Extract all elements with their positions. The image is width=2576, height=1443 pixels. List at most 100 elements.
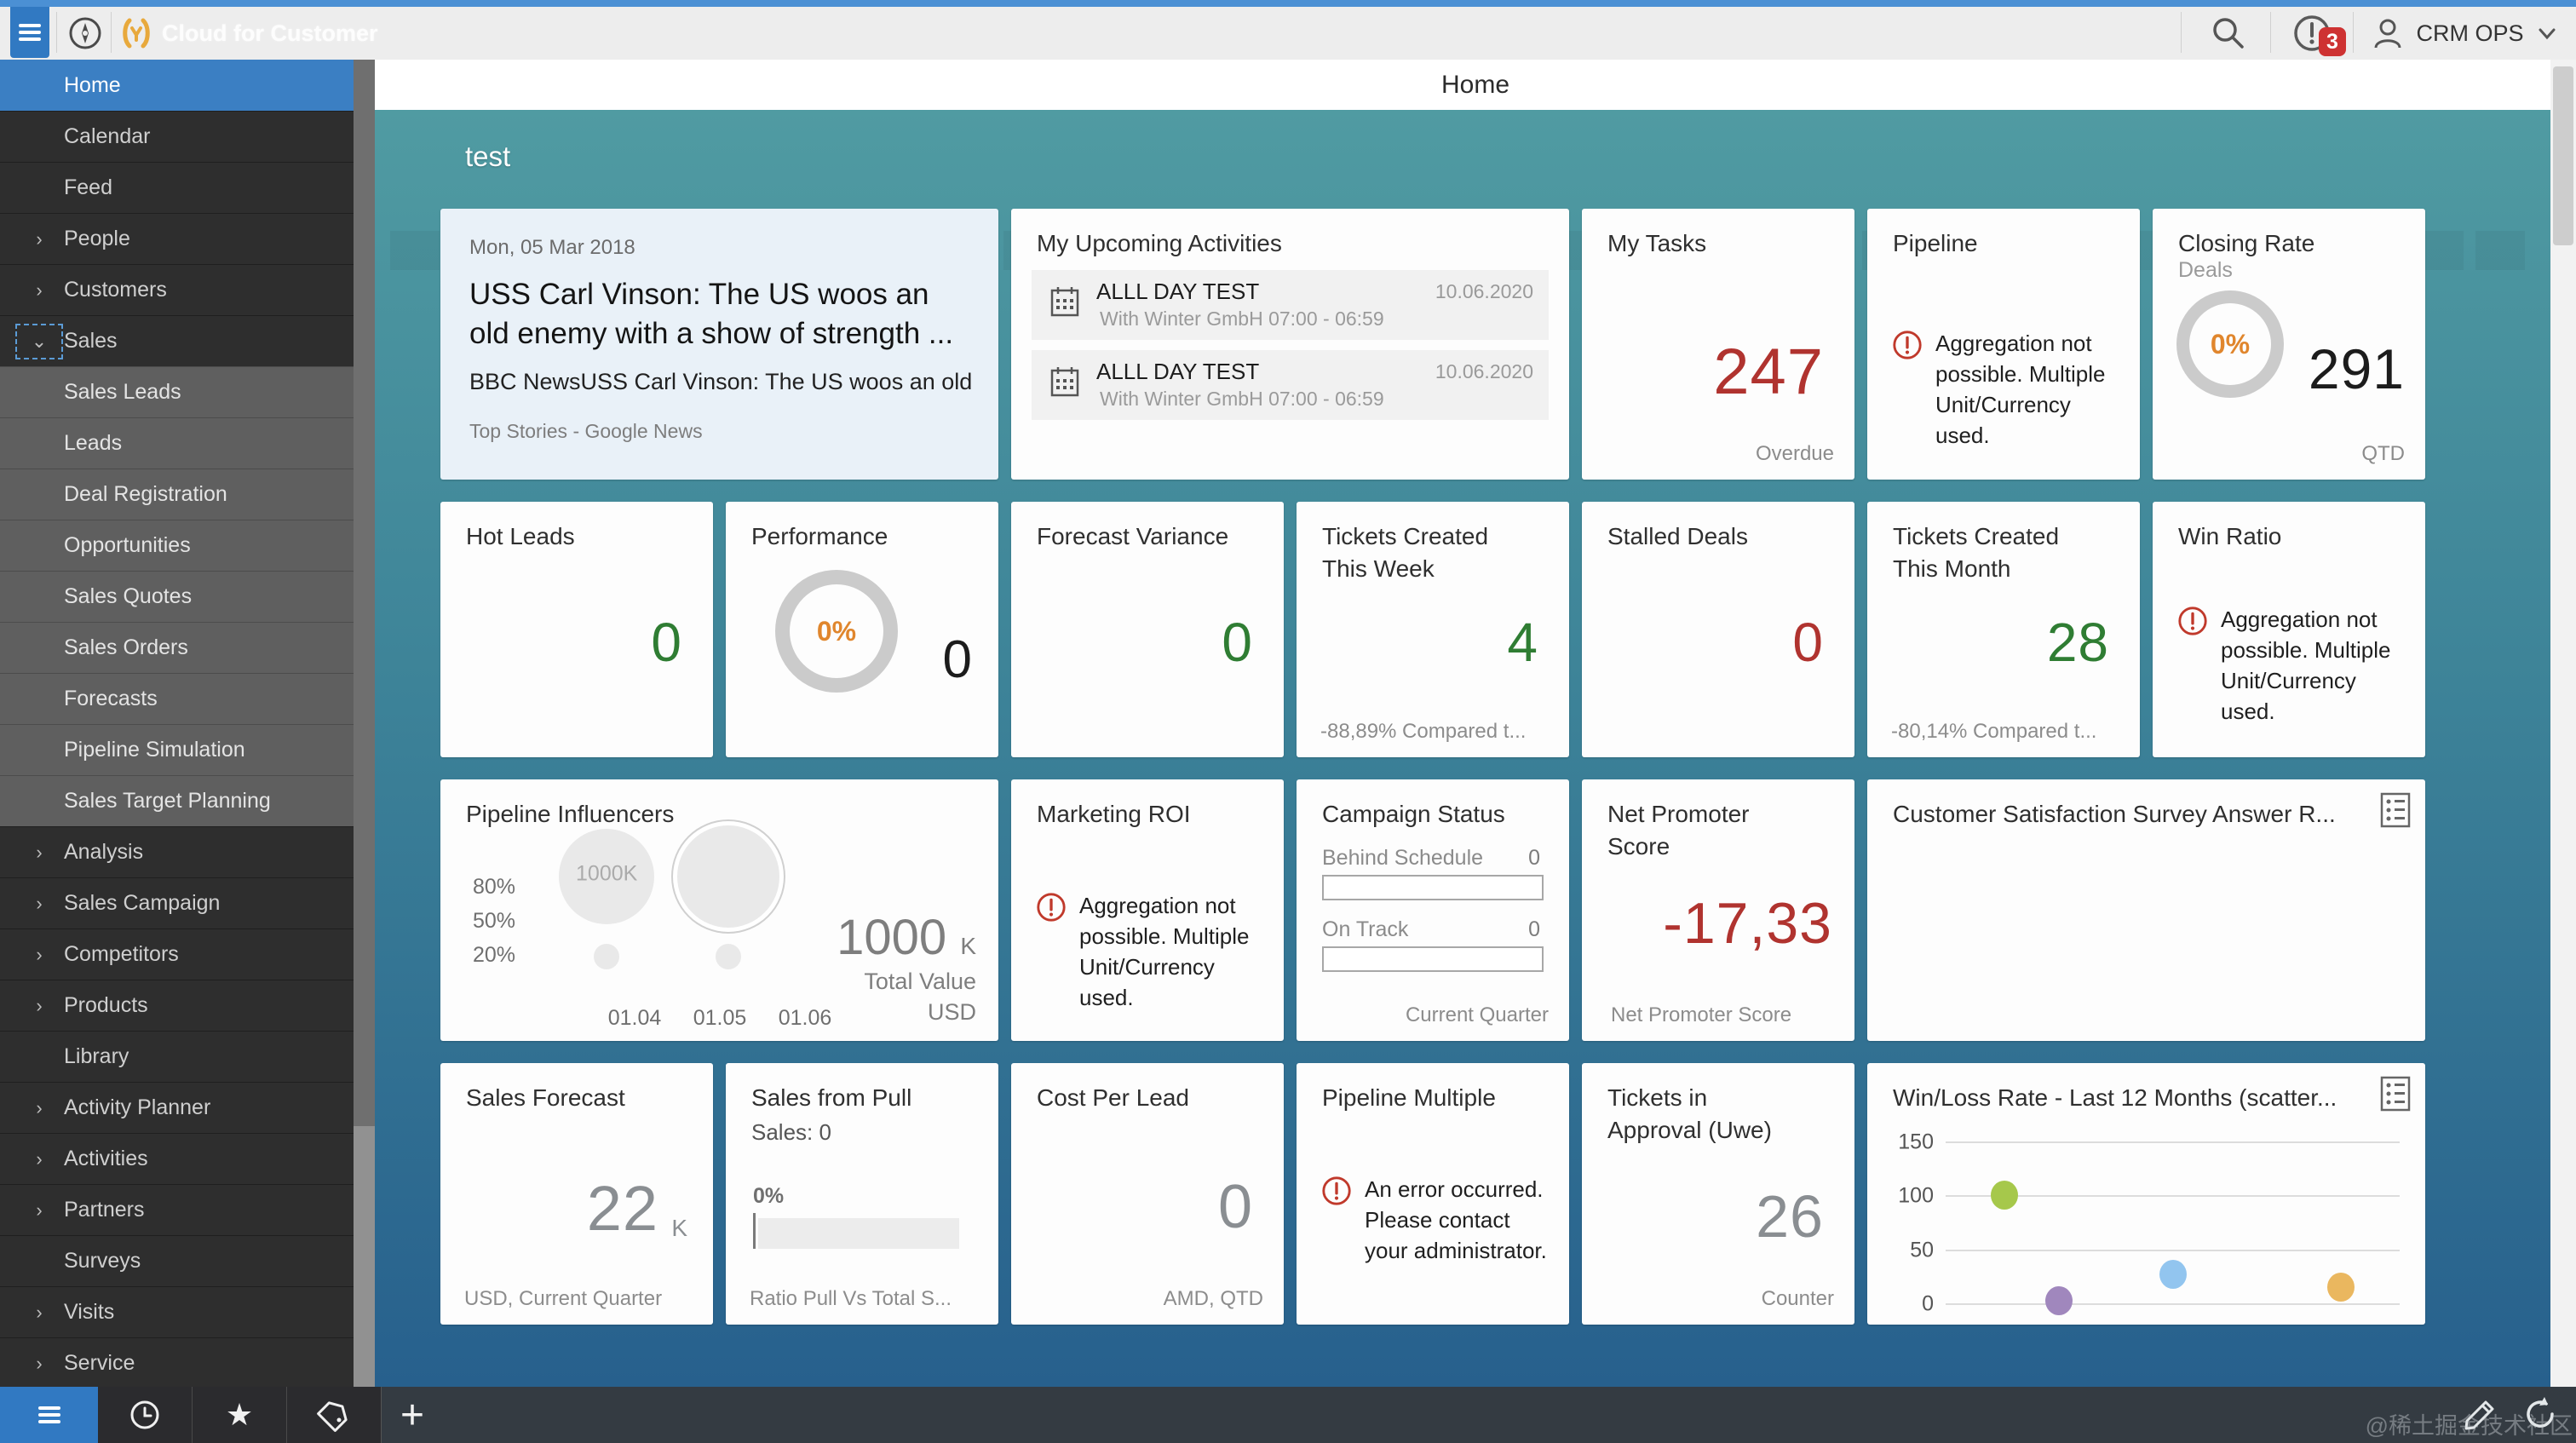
tile-title: My Upcoming Activities xyxy=(1037,230,1282,256)
scatter-point[interactable] xyxy=(1991,1181,2019,1210)
edit-button[interactable] xyxy=(2460,1395,2499,1439)
tile-marketing-roi[interactable]: Marketing ROI Aggregation not possible. … xyxy=(1011,779,1284,1041)
activity-list-item[interactable]: ALLL DAY TEST With Winter GmbH 07:00 - 06… xyxy=(1032,350,1549,420)
sidebar-item-service[interactable]: › Service xyxy=(0,1337,354,1387)
sidebar-item-sales-leads[interactable]: Sales Leads xyxy=(0,366,354,417)
alerts-button[interactable]: 3 xyxy=(2271,7,2353,60)
tile-hot-leads[interactable]: Hot Leads 0 xyxy=(440,502,713,757)
tile-net-promoter-score[interactable]: Net Promoter Score -17,33 Net Promoter S… xyxy=(1582,779,1854,1041)
search-button[interactable] xyxy=(2188,7,2269,60)
sidebar-item-activities[interactable]: › Activities xyxy=(0,1133,354,1184)
chevron-right-icon[interactable]: › xyxy=(36,994,43,1016)
tile-pipeline-influencers[interactable]: Pipeline Influencers 80% 50% 20% 01.04 01.05… xyxy=(440,779,998,1041)
tile-news-feed[interactable]: Mon, 05 Mar 2018 USS Carl Vinson: The US… xyxy=(440,209,998,480)
history-button[interactable] xyxy=(98,1387,193,1443)
sidebar-item-sales-orders[interactable]: Sales Orders xyxy=(0,622,354,673)
sidebar-item-visits[interactable]: › Visits xyxy=(0,1286,354,1337)
sidebar-item-partners[interactable]: › Partners xyxy=(0,1184,354,1235)
user-menu-button[interactable]: CRM OPS xyxy=(2354,7,2576,60)
gridline xyxy=(1946,1195,2400,1198)
sidebar-item-competitors[interactable]: › Competitors xyxy=(0,928,354,980)
favorites-button[interactable]: ★ xyxy=(193,1387,287,1443)
bubble-point[interactable]: 1000K xyxy=(559,829,655,925)
menu-toggle-button[interactable] xyxy=(10,7,49,58)
bubble-point[interactable] xyxy=(676,825,779,928)
tile-sales-forecast[interactable]: Sales Forecast 22 K USD, Current Quarter xyxy=(440,1063,713,1325)
error-message: An error occurred. Please contact your a… xyxy=(1365,1176,1547,1263)
table-view-icon[interactable] xyxy=(2379,791,2412,829)
sidebar-item-home[interactable]: Home xyxy=(0,60,354,111)
sidebar-item-people[interactable]: › People xyxy=(0,213,354,264)
sidebar-item-deal-registration[interactable]: Deal Registration xyxy=(0,469,354,520)
bottom-menu-button[interactable] xyxy=(0,1387,98,1443)
sidebar-scrollbar-thumb[interactable] xyxy=(354,1126,375,1387)
chevron-right-icon[interactable]: › xyxy=(36,892,43,914)
sidebar-item-sales-quotes[interactable]: Sales Quotes xyxy=(0,571,354,622)
bubble-point[interactable] xyxy=(594,944,620,970)
sidebar-item-library[interactable]: Library xyxy=(0,1031,354,1082)
sidebar-item-sales-campaign[interactable]: › Sales Campaign xyxy=(0,877,354,928)
tile-tickets-week[interactable]: Tickets Created This Week 4 -88,89% Comp… xyxy=(1297,502,1569,757)
tile-tickets-month[interactable]: Tickets Created This Month 28 -80,14% Co… xyxy=(1867,502,2140,757)
tile-pipeline[interactable]: Pipeline Aggregation not possible. Multi… xyxy=(1867,209,2140,480)
bubble-point[interactable] xyxy=(715,944,741,970)
sidebar-item-label: Sales Orders xyxy=(64,635,188,659)
tile-tickets-approval[interactable]: Tickets in Approval (Uwe) 26 Counter xyxy=(1582,1063,1854,1325)
add-tab-button[interactable]: + xyxy=(382,1387,443,1443)
chevron-right-icon[interactable]: › xyxy=(36,279,43,301)
chevron-down-icon[interactable]: ⌄ xyxy=(15,323,63,359)
sidebar-item-forecasts[interactable]: Forecasts xyxy=(0,673,354,724)
tile-csat-survey[interactable]: Customer Satisfaction Survey Answer R... xyxy=(1867,779,2425,1041)
sidebar-item-leads[interactable]: Leads xyxy=(0,417,354,469)
content-scrollbar-track[interactable] xyxy=(2550,60,2576,1387)
tile-pipeline-multiple[interactable]: Pipeline Multiple An error occurred. Ple… xyxy=(1297,1063,1569,1325)
chevron-right-icon[interactable]: › xyxy=(36,227,43,250)
tile-campaign-status[interactable]: Campaign Status Behind Schedule 0 On Tra… xyxy=(1297,779,1569,1041)
error-icon xyxy=(2178,607,2207,635)
table-view-icon[interactable] xyxy=(2379,1075,2412,1112)
chevron-down-icon xyxy=(2539,28,2555,40)
donut-chart: 0% xyxy=(775,570,898,693)
error-message: Aggregation not possible. Multiple Unit/… xyxy=(2221,607,2391,724)
tile-performance[interactable]: Performance 0% 0 xyxy=(726,502,998,757)
chevron-right-icon[interactable]: › xyxy=(36,1147,43,1170)
tags-button[interactable] xyxy=(287,1387,382,1443)
navigator-button[interactable] xyxy=(60,7,111,60)
sidebar-item-calendar[interactable]: Calendar xyxy=(0,111,354,162)
tile-win-ratio[interactable]: Win Ratio Aggregation not possible. Mult… xyxy=(2153,502,2425,757)
tile-stalled-deals[interactable]: Stalled Deals 0 xyxy=(1582,502,1854,757)
sidebar-item-activity-planner[interactable]: › Activity Planner xyxy=(0,1082,354,1133)
chevron-right-icon[interactable]: › xyxy=(36,1096,43,1118)
bubble-y-tick: 80% xyxy=(473,875,516,899)
tile-sales-from-pull[interactable]: Sales from Pull Sales: 0 0% Ratio Pull V… xyxy=(726,1063,998,1325)
sidebar-item-pipeline-simulation[interactable]: Pipeline Simulation xyxy=(0,724,354,775)
ratio-percent: 0% xyxy=(753,1184,785,1208)
content-scrollbar-thumb[interactable] xyxy=(2553,66,2573,245)
chevron-right-icon[interactable]: › xyxy=(36,1301,43,1323)
sidebar-item-feed[interactable]: Feed xyxy=(0,162,354,213)
chevron-right-icon[interactable]: › xyxy=(36,1199,43,1221)
sidebar-item-surveys[interactable]: Surveys xyxy=(0,1235,354,1286)
tile-caption: Counter xyxy=(1761,1287,1834,1310)
chevron-right-icon[interactable]: › xyxy=(36,1352,43,1374)
top-accent-line xyxy=(0,0,2576,7)
chevron-right-icon[interactable]: › xyxy=(36,943,43,965)
tile-my-tasks[interactable]: My Tasks 247 Overdue xyxy=(1582,209,1854,480)
sidebar-item-sales-target-planning[interactable]: Sales Target Planning xyxy=(0,775,354,826)
tile-closing-rate[interactable]: Closing Rate Deals 0% 291 QTD xyxy=(2153,209,2425,480)
tile-cost-per-lead[interactable]: Cost Per Lead 0 AMD, QTD xyxy=(1011,1063,1284,1325)
sidebar-item-opportunities[interactable]: Opportunities xyxy=(0,520,354,571)
activity-list-item[interactable]: ALLL DAY TEST With Winter GmbH 07:00 - 06… xyxy=(1032,270,1549,340)
scatter-point[interactable] xyxy=(2326,1273,2355,1302)
sidebar-item-analysis[interactable]: › Analysis xyxy=(0,826,354,877)
sidebar-item-products[interactable]: › Products xyxy=(0,980,354,1031)
sidebar-item-customers[interactable]: › Customers xyxy=(0,264,354,315)
tile-forecast-variance[interactable]: Forecast Variance 0 xyxy=(1011,502,1284,757)
tile-upcoming-activities[interactable]: My Upcoming Activities ALLL DAY TEST With… xyxy=(1011,209,1569,480)
scatter-point[interactable] xyxy=(2159,1259,2187,1289)
chevron-right-icon[interactable]: › xyxy=(36,841,43,863)
tile-win-loss-scatter[interactable]: Win/Loss Rate - Last 12 Months (scatter.… xyxy=(1867,1063,2425,1325)
scatter-point[interactable] xyxy=(2045,1286,2073,1316)
sidebar-item-sales[interactable]: ⌄ Sales xyxy=(0,315,354,366)
refresh-button[interactable] xyxy=(2520,1394,2561,1439)
